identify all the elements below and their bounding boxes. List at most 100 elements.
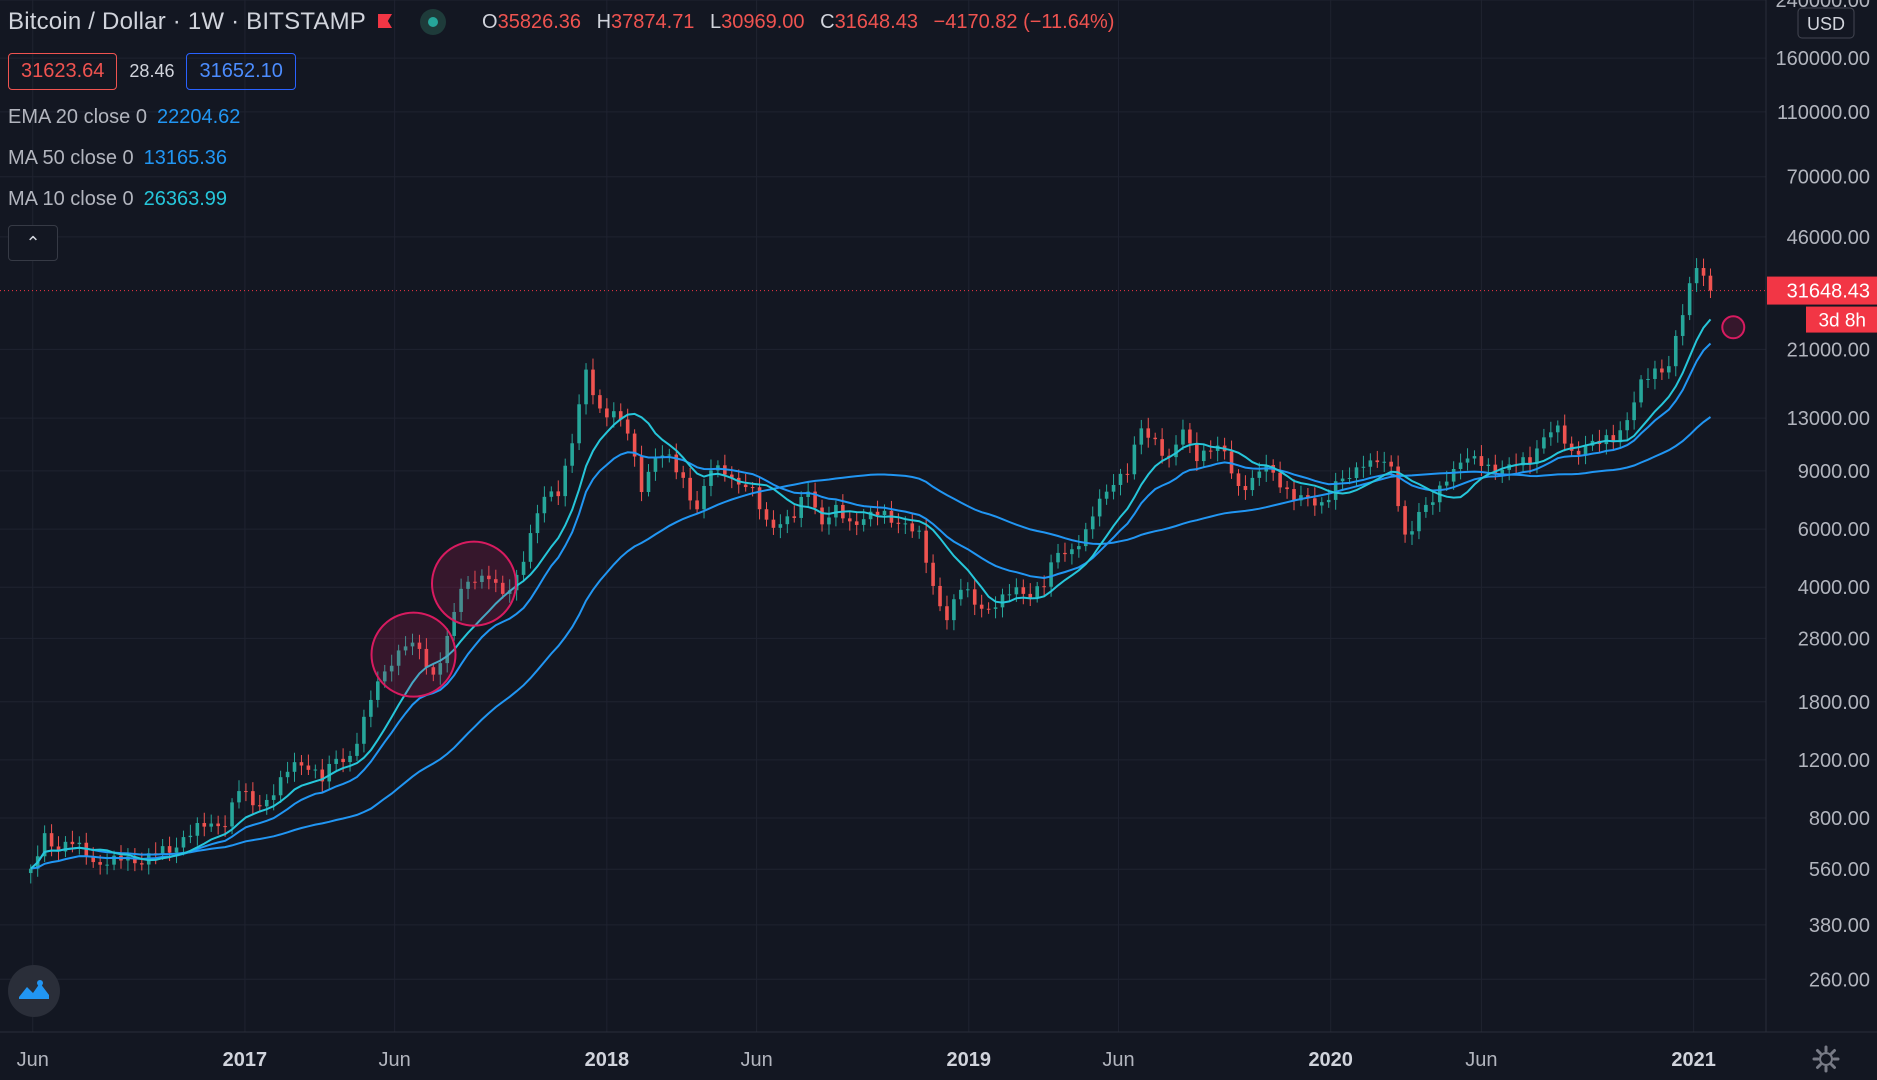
market-status-icon[interactable] (420, 9, 447, 35)
currency-badge-box (1797, 7, 1855, 39)
candle (521, 551, 526, 583)
candle (611, 402, 616, 428)
candle-body (1410, 531, 1414, 535)
time-tick-label: 2018 (585, 1049, 630, 1071)
candle (299, 755, 304, 776)
candle (285, 761, 290, 784)
candle-body (993, 607, 998, 609)
candle (1090, 506, 1095, 539)
candle (1500, 460, 1505, 483)
countdown-badge (1806, 306, 1877, 333)
candle (313, 764, 318, 779)
last-price-label: 31648.43 (1787, 281, 1870, 303)
candle (806, 481, 810, 508)
candle (1063, 542, 1067, 562)
price-tick-label: 70000.00 (1787, 167, 1870, 189)
candle-body (70, 841, 75, 845)
candle (1618, 421, 1623, 449)
candle (868, 505, 873, 527)
candle-body (362, 716, 366, 744)
candle (306, 754, 311, 776)
close-key: C (820, 10, 835, 33)
candle-body (563, 465, 568, 497)
candle-body (750, 487, 755, 489)
price-tick-label: 6000.00 (1798, 519, 1870, 541)
candle (764, 502, 769, 527)
buy-price-button[interactable]: 31652.10 (186, 53, 296, 90)
candle-body (813, 491, 817, 508)
candle (1250, 470, 1255, 496)
chevron-up-icon: ⌃ (25, 232, 41, 253)
collapse-legend-button[interactable]: ⌃ (8, 225, 58, 261)
gear-icon[interactable] (1812, 1045, 1840, 1073)
candle (410, 633, 415, 656)
candle (584, 363, 588, 415)
candle-body (389, 665, 394, 672)
candle-body (480, 575, 484, 583)
candle-body (834, 504, 838, 518)
indicator-ema20[interactable]: EMA 20 close 0 22204.62 (8, 106, 240, 129)
symbol-title[interactable]: Bitcoin / Dollar · 1W · BITSTAMP (8, 8, 367, 35)
spread-value: 28.46 (129, 61, 175, 81)
candle (1444, 470, 1449, 492)
candle (542, 486, 547, 523)
candle (403, 636, 408, 656)
candle-body (1673, 335, 1678, 367)
candle-body (1403, 506, 1407, 535)
candle-body (1285, 487, 1289, 490)
candle (1646, 368, 1650, 388)
candle (431, 662, 436, 682)
candle-body (1111, 484, 1116, 492)
candle-body (500, 582, 505, 594)
price-tick-label: 4000.00 (1798, 577, 1870, 599)
candle (528, 524, 533, 569)
candle-body (1555, 425, 1560, 433)
candle-body (91, 856, 96, 863)
candle-body (410, 642, 415, 647)
candle-body (1354, 467, 1359, 479)
currency-badge: USD (1797, 7, 1855, 39)
candle (1611, 424, 1616, 450)
candle (1319, 497, 1324, 514)
candle-body (1653, 368, 1657, 379)
candle-body (223, 826, 227, 828)
open-value: 35826.36 (497, 10, 581, 33)
candle (1701, 258, 1706, 287)
candle-body (271, 795, 276, 800)
high-value: 37874.71 (611, 10, 695, 33)
candle (320, 758, 325, 792)
ohlc-values: O35826.36 H37874.71 L30969.00 C31648.43 … (482, 11, 1124, 34)
candle (1451, 461, 1456, 490)
candle-body (285, 771, 290, 778)
candle-body (56, 846, 61, 852)
candle (1195, 432, 1199, 471)
candle-body (1229, 451, 1234, 474)
candle-body (160, 846, 165, 855)
candle-body (611, 411, 616, 418)
candle (945, 595, 949, 630)
price-tick-label: 21000.00 (1787, 339, 1870, 361)
indicator-ma50[interactable]: MA 50 close 0 13165.36 (8, 147, 227, 170)
candle-body (1576, 450, 1581, 455)
candle (466, 576, 470, 600)
candle (709, 459, 713, 497)
candle-body (764, 509, 769, 520)
candle-body (1028, 593, 1033, 598)
indicator-ma10[interactable]: MA 10 close 0 26363.99 (8, 188, 227, 211)
flag-icon[interactable] (376, 14, 394, 30)
ma50-line (30, 416, 1712, 870)
candle (549, 486, 554, 502)
candle-body (258, 805, 262, 807)
candle-body (355, 743, 359, 756)
candle-body (1562, 425, 1567, 444)
tradingview-logo[interactable] (8, 965, 60, 1017)
candle-body (1542, 437, 1546, 449)
candle-body (341, 758, 345, 763)
candle-body (327, 763, 332, 782)
candle-body (49, 833, 54, 847)
candle (1667, 355, 1671, 379)
candle-body (1375, 460, 1380, 463)
candle-body (494, 579, 498, 583)
sell-price-button[interactable]: 31623.64 (8, 53, 118, 90)
